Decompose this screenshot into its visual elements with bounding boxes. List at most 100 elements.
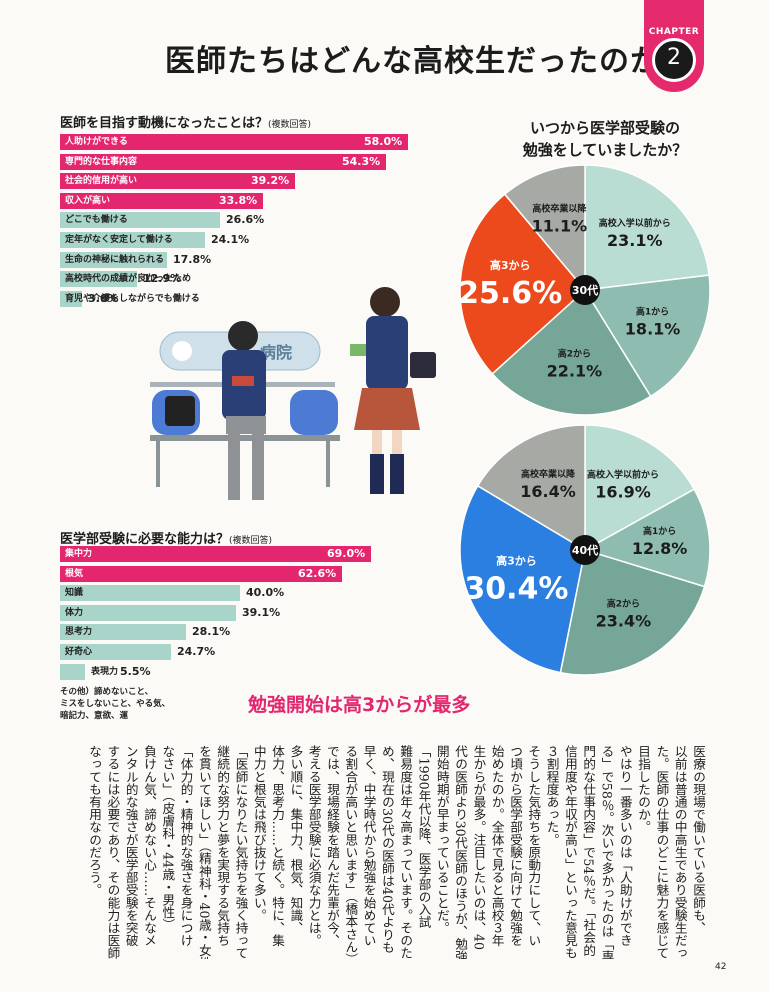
bar [60, 153, 386, 170]
pie-slice-label: 高3から [496, 553, 537, 567]
pie-chart-40s: 高校入学以前から 16.9% 高1から 12.8% 高2から 23.4% 高3から 30.4%… [459, 424, 711, 676]
pie-center-label: 40代 [572, 543, 598, 557]
pie-question-line: 勉強をしていましたか？ [522, 141, 688, 159]
bar-value: 3.6% [88, 291, 119, 305]
body-column: ンタル的な強さが医学部受験を突破 [123, 745, 139, 947]
body-column: なっても有用なのだろう。 [87, 745, 103, 897]
pie-center-badge [570, 535, 600, 565]
body-column: 「体力的・精神的な強さを身につけ [178, 745, 194, 947]
bench-seat [290, 390, 338, 435]
bar [60, 565, 342, 582]
bar-value: 28.1% [192, 625, 231, 639]
bar-value: 24.1% [211, 233, 250, 246]
bar [60, 624, 186, 641]
bench-leg [326, 441, 330, 487]
q2-note: (複数回答) [229, 536, 273, 546]
body-column: 体力、思考力……と続く。特に、集 [270, 745, 286, 947]
pie-center-label: 30代 [572, 283, 598, 297]
bar [60, 251, 167, 268]
pie-slice-value: 23.1% [607, 231, 663, 250]
phone [350, 344, 366, 356]
book [232, 376, 254, 386]
body-column: ３割程度あった。 [544, 745, 560, 846]
bar-label: 生命の神秘に触れられる [65, 254, 165, 265]
pie-slice-label: 高校入学以前から [587, 468, 659, 480]
other-line: その他）諦めないこと、 [60, 687, 154, 697]
boy-trousers [226, 416, 266, 434]
bar-value: 58.0% [364, 135, 403, 148]
bar-label: 表現力 [91, 666, 119, 677]
pie-slice-label: 高校入学以前から [599, 217, 671, 229]
pie-slice-label: 高3から [490, 258, 531, 272]
girl-jacket [366, 316, 408, 390]
bar-value: 40.0% [246, 586, 285, 600]
body-column: る」で58％。次いで多かったのは「専 [599, 745, 615, 959]
q2-heading: 医学部受験に必要な能力は？(複数回答) [60, 528, 272, 547]
bar-label: 人助けができる [65, 137, 128, 147]
pie-slice [459, 193, 587, 375]
bar-value: 5.5% [120, 664, 151, 678]
body-column: 中力と根気は飛び抜けて多い。 [251, 745, 267, 922]
pie-slice-label: 高1から [636, 306, 669, 318]
bar [60, 604, 236, 621]
pie-slice [503, 164, 586, 293]
bar [60, 546, 371, 562]
pie-slice-value: 16.4% [520, 482, 576, 501]
bar-label: 収入が高い [65, 195, 111, 206]
bar-value: 62.6% [298, 566, 337, 580]
chapter-label: CHAPTER [648, 27, 700, 37]
pie-slice-value: 16.9% [595, 482, 651, 501]
pie-slice [583, 274, 711, 398]
bar [60, 212, 220, 229]
body-column: 多い順に、集中力、根気、知識、 [288, 745, 304, 934]
bar [60, 290, 82, 307]
pie-slice [491, 288, 652, 416]
pie-slice-value: 25.6% [458, 276, 562, 311]
body-column: するには必要であり、その能力は医師に [105, 745, 121, 959]
bench-base [150, 435, 340, 441]
bar [60, 173, 295, 190]
bar-value: 33.8% [219, 193, 258, 207]
pie-slice-label: 高校卒業以降 [521, 468, 576, 480]
bar [60, 663, 85, 680]
bar-value: 39.2% [251, 174, 290, 188]
bar-label: 思考力 [65, 627, 93, 638]
body-column: 目指したのか。 [636, 745, 652, 834]
q2-question: 医学部受験に必要な能力は？ [60, 532, 230, 547]
bar-label: 育児や介護をしながらでも働ける [65, 293, 200, 304]
girl-sock [370, 454, 384, 494]
bar-label: 知識 [65, 588, 84, 599]
bar [60, 192, 263, 209]
pie-chart-30s: 高校入学以前から 23.1% 高1から 18.1% 高2から 22.1% 高3から 25.6%… [458, 164, 711, 416]
body-column: つ頃から医学部受験に向けて勉強を [508, 745, 523, 947]
pie-slice-value: 30.4% [464, 571, 568, 606]
body-column: では、現場経験を踏んだ先輩が今、 [325, 745, 340, 947]
pie-slice [584, 164, 710, 291]
body-column: 考える医学部受験に必須な力とは。 [306, 745, 322, 947]
girl-bag [410, 352, 436, 378]
bar-value: 26.6% [226, 213, 265, 227]
pie-slice [459, 484, 586, 674]
pie-slice [583, 488, 711, 588]
bar-value: 69.0% [327, 547, 366, 560]
pie-slice [476, 424, 586, 552]
pie-slice-value: 22.1% [547, 361, 603, 380]
body-column: め、現在の30代の医師は40代よりも [379, 745, 395, 954]
pie-slice-label: 高2から [558, 347, 591, 359]
section-headline: 勉強開始は高3からが最多 [248, 694, 471, 716]
pie-slice [584, 424, 696, 552]
bench-leg [156, 441, 160, 487]
hospital-sign-text: 病院 [260, 343, 292, 362]
body-column: 継続的な努力と夢を実現する気持ち [215, 745, 231, 947]
pie-slice-value: 18.1% [625, 320, 681, 339]
bar [60, 271, 137, 288]
body-column: 医療の現場で働いている医師も、 [691, 745, 706, 934]
bar-value: 17.8% [173, 252, 212, 266]
body-column: 「1990年代以降、医学部の入試 [416, 745, 432, 929]
body-column: 開始時期が早まっていることだ。 [434, 745, 450, 934]
chapter-badge [652, 38, 696, 82]
pie-slice [559, 549, 706, 676]
bar [60, 232, 205, 248]
body-column: なさい」（皮膚科・44歳・男性） [160, 745, 176, 932]
other-line: ミスをしないこと、やる気、 [60, 699, 171, 709]
